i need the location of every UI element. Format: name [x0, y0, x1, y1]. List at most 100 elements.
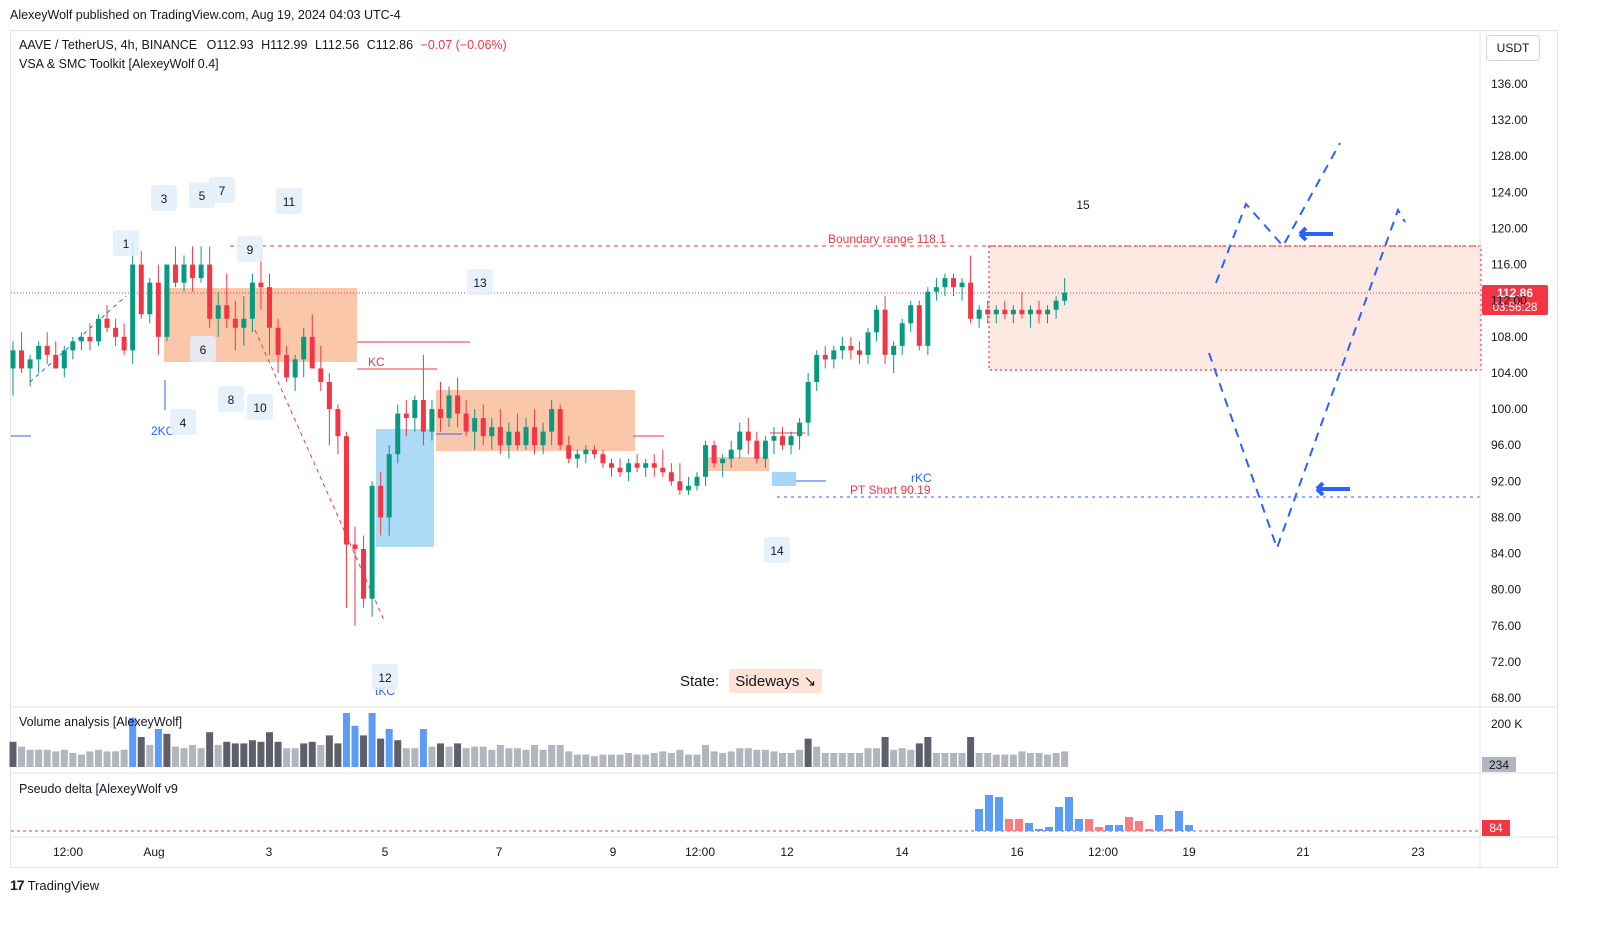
footer[interactable]: 17 TradingView: [10, 877, 99, 893]
price-tick-label: 68.00: [1491, 691, 1521, 705]
volume-bar: [77, 754, 85, 767]
volume-bar: [984, 753, 992, 767]
candle-body: [993, 309, 999, 315]
candle-body: [677, 481, 683, 491]
delta-bar: [1075, 819, 1083, 831]
candle-body: [121, 336, 127, 351]
candle-body: [164, 264, 170, 337]
marker-label: 4: [180, 416, 187, 430]
candle-body: [172, 264, 178, 283]
volume-bar: [402, 748, 410, 767]
candle-body: [574, 454, 580, 459]
candle-body: [891, 345, 897, 355]
volume-bar: [274, 741, 282, 767]
volume-bar: [471, 746, 479, 767]
candle-body: [771, 436, 777, 441]
delta-pane-title[interactable]: Pseudo delta [AlexeyWolf v9: [19, 782, 178, 796]
candle-body: [53, 354, 59, 369]
delta-bar: [1135, 821, 1143, 831]
candle-body: [335, 409, 341, 437]
volume-bar: [967, 737, 975, 767]
volume-bar: [1061, 751, 1069, 767]
symbol-label[interactable]: AAVE / TetherUS, 4h, BINANCE: [19, 38, 198, 52]
candle-body: [275, 327, 281, 355]
volume-bar: [582, 754, 590, 767]
candle-body: [267, 287, 272, 328]
candle-body: [232, 318, 238, 328]
candle-body: [386, 454, 392, 518]
candle-body: [284, 354, 290, 378]
volume-bar: [804, 738, 812, 767]
volume-bar: [445, 746, 453, 767]
volume-bar: [95, 749, 102, 767]
candle-body: [190, 264, 196, 279]
candle-body: [1027, 309, 1033, 315]
price-tick-label: 80.00: [1491, 583, 1521, 597]
volume-bar: [847, 753, 855, 767]
time-tick-label: Aug: [143, 845, 164, 859]
price-tick-label: 112.00: [1491, 294, 1527, 308]
candle-body: [626, 463, 632, 473]
volume-bar: [9, 741, 17, 767]
candle-body: [651, 463, 657, 468]
candle-body: [831, 350, 837, 360]
candle-body: [130, 264, 136, 351]
delta-bar: [1065, 797, 1073, 831]
candle-body: [96, 318, 101, 342]
marker-label: 5: [199, 189, 206, 203]
volume-bar: [667, 753, 675, 767]
marker-badge: [764, 537, 790, 563]
volume-bar: [958, 753, 966, 767]
candle-body: [224, 305, 230, 319]
delta-value-badge: [1482, 820, 1510, 836]
price-tick-label: 116.00: [1491, 258, 1527, 272]
volume-bar: [702, 745, 710, 767]
volume-bar: [266, 732, 273, 767]
volume-bar: [257, 741, 265, 767]
volume-bar: [129, 717, 137, 767]
volume-bar: [505, 748, 513, 767]
state-label: State:: [680, 672, 720, 690]
candle-body: [728, 449, 734, 459]
indicator-title[interactable]: VSA & SMC Toolkit [AlexeyWolf 0.4]: [19, 57, 219, 71]
candle-body: [1019, 309, 1025, 315]
volume-pane-title[interactable]: Volume analysis [AlexeyWolf]: [19, 715, 183, 729]
volume-bar: [462, 748, 470, 767]
candle-body: [634, 463, 640, 468]
volume-bar: [52, 751, 60, 767]
delta-bar: [1045, 827, 1053, 831]
candle-body: [549, 409, 555, 432]
volume-bar: [770, 751, 778, 767]
delta-bar: [1115, 825, 1123, 831]
currency-selector[interactable]: USDT: [1486, 35, 1540, 61]
state-panel: State: Sideways ↘: [680, 669, 823, 693]
candle-body: [489, 427, 495, 437]
rkc-label: rKC: [911, 471, 932, 485]
candle-body: [609, 463, 614, 468]
volume-bar: [35, 749, 43, 767]
chart-frame[interactable]: [10, 30, 1558, 868]
volume-bar: [368, 713, 376, 767]
candle-body: [591, 449, 597, 455]
volume-bar: [898, 748, 906, 767]
marker-badge: [190, 336, 216, 362]
volume-bar: [684, 754, 692, 767]
volume-bar: [890, 749, 898, 767]
candle-body: [249, 282, 255, 319]
high-value: 112.99: [270, 38, 308, 52]
volume-bar: [171, 746, 179, 767]
candle-body: [1053, 300, 1059, 310]
volume-bar: [300, 743, 308, 767]
marker-label: 15: [1076, 198, 1090, 212]
volume-value-label: 234: [1489, 758, 1509, 772]
candle-body: [694, 476, 700, 486]
candle-body: [1045, 309, 1051, 315]
close-label: C: [366, 38, 376, 52]
marker-badge: [372, 664, 398, 690]
open-value: 112.93: [216, 38, 254, 52]
candle-body: [839, 345, 845, 351]
candle-body: [446, 395, 452, 419]
candle-body: [762, 440, 768, 459]
marker-label: 11: [283, 195, 296, 209]
